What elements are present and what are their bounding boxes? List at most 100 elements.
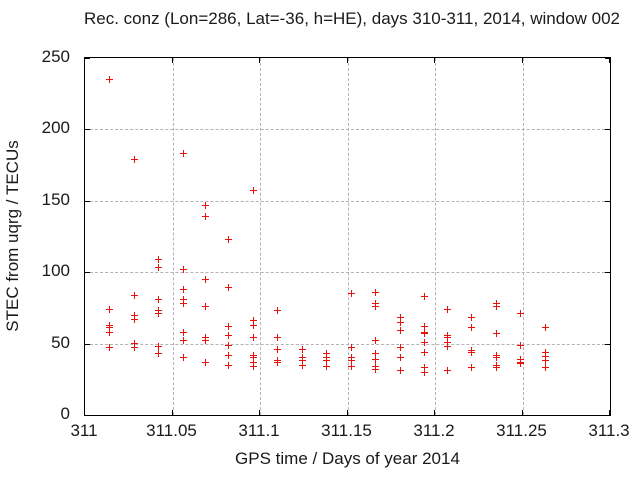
data-point-marker bbox=[396, 354, 404, 362]
data-point-marker bbox=[225, 284, 232, 292]
data-point-marker bbox=[130, 340, 138, 348]
data-point-marker bbox=[249, 187, 257, 195]
data-point-marker bbox=[155, 255, 162, 263]
x-axis-tick bbox=[434, 58, 435, 63]
data-point-marker bbox=[372, 365, 379, 373]
data-point-marker bbox=[202, 302, 210, 310]
data-point-marker bbox=[443, 338, 451, 346]
x-tick-label: 311.2 bbox=[413, 421, 455, 440]
data-point-marker bbox=[443, 334, 451, 342]
x-axis-tick bbox=[521, 58, 523, 63]
data-point-marker bbox=[179, 295, 187, 303]
x-axis-tick bbox=[346, 58, 348, 63]
data-point-marker bbox=[106, 344, 113, 352]
data-point-marker bbox=[249, 334, 257, 342]
data-point-marker bbox=[155, 295, 162, 303]
y-tick-label: 0 bbox=[60, 404, 70, 423]
data-point-marker bbox=[106, 328, 113, 336]
data-point-marker bbox=[443, 367, 451, 375]
data-point-marker bbox=[130, 155, 138, 163]
data-point-marker bbox=[249, 358, 257, 366]
data-point-marker bbox=[347, 344, 355, 352]
data-point-marker bbox=[130, 291, 138, 299]
data-point-marker bbox=[396, 344, 404, 352]
data-point-marker bbox=[249, 354, 257, 362]
data-point-marker bbox=[396, 318, 404, 326]
x-axis-tick bbox=[609, 58, 610, 63]
x-axis-label: GPS time / Days of year 2014 bbox=[235, 449, 460, 468]
data-point-marker bbox=[421, 348, 428, 356]
data-point-marker bbox=[443, 305, 451, 313]
data-point-marker bbox=[225, 331, 232, 339]
v-gridline bbox=[435, 58, 436, 415]
data-point-marker bbox=[106, 305, 113, 313]
data-point-marker bbox=[541, 352, 549, 360]
h-gridline bbox=[85, 272, 610, 274]
x-tick-label: 311.05 bbox=[146, 421, 197, 440]
v-gridline bbox=[172, 58, 174, 415]
v-gridline bbox=[522, 58, 524, 415]
data-point-marker bbox=[492, 354, 500, 362]
data-point-marker bbox=[225, 322, 232, 330]
x-axis-tick bbox=[259, 410, 260, 415]
data-point-marker bbox=[225, 351, 232, 359]
data-point-marker bbox=[298, 345, 306, 353]
data-point-marker bbox=[249, 362, 257, 370]
x-axis-tick bbox=[171, 58, 173, 63]
y-tick-label: 50 bbox=[51, 332, 70, 352]
data-point-marker bbox=[179, 328, 187, 336]
data-point-marker bbox=[202, 337, 210, 345]
data-point-marker bbox=[274, 345, 281, 353]
data-point-marker bbox=[225, 361, 232, 369]
data-point-marker bbox=[225, 235, 232, 243]
data-point-marker bbox=[421, 292, 428, 300]
data-point-marker bbox=[155, 310, 162, 318]
data-point-marker bbox=[396, 367, 404, 375]
data-point-marker bbox=[541, 348, 549, 356]
data-point-marker bbox=[130, 344, 138, 352]
x-axis-tick bbox=[346, 410, 348, 415]
y-axis-tick bbox=[605, 200, 610, 202]
data-point-marker bbox=[298, 357, 306, 365]
data-point-marker bbox=[468, 324, 476, 332]
y-tick-label: 200 bbox=[41, 118, 70, 138]
x-axis-tick bbox=[434, 410, 435, 415]
y-axis-tick bbox=[85, 272, 90, 274]
y-axis-tick bbox=[605, 58, 610, 59]
data-point-marker bbox=[492, 302, 500, 310]
data-point-marker bbox=[541, 357, 549, 365]
data-point-marker bbox=[372, 288, 379, 296]
data-point-marker bbox=[421, 368, 428, 376]
h-gridline bbox=[85, 200, 610, 202]
y-axis-label: STEC from uqrg / TECUs bbox=[3, 140, 22, 332]
data-point-marker bbox=[468, 348, 476, 356]
h-gridline bbox=[85, 129, 610, 131]
data-point-marker bbox=[421, 338, 428, 346]
x-tick-label: 311 bbox=[70, 421, 98, 440]
data-point-marker bbox=[225, 341, 232, 349]
data-point-marker bbox=[517, 341, 525, 349]
x-tick-label: 311.25 bbox=[496, 421, 547, 440]
data-point-marker bbox=[106, 75, 113, 83]
x-axis-tick bbox=[521, 410, 523, 415]
chart-title: Rec. conz (Lon=286, Lat=-36, h=HE), days… bbox=[84, 9, 621, 28]
data-point-marker bbox=[468, 364, 476, 372]
data-point-marker bbox=[249, 321, 257, 329]
data-point-marker bbox=[347, 362, 355, 370]
data-point-marker bbox=[130, 311, 138, 319]
y-axis-tick bbox=[85, 200, 90, 202]
data-point-marker bbox=[517, 360, 525, 368]
y-tick-label: 150 bbox=[41, 189, 70, 209]
y-axis-tick bbox=[605, 415, 610, 416]
data-point-marker bbox=[155, 264, 162, 272]
y-axis-tick bbox=[85, 58, 90, 59]
y-axis-tick bbox=[605, 272, 610, 274]
x-tick-label: 311.3 bbox=[588, 421, 630, 440]
y-axis-tick bbox=[85, 415, 90, 416]
x-axis-tick bbox=[84, 58, 85, 63]
y-axis-tick bbox=[605, 129, 610, 131]
h-gridline bbox=[85, 343, 610, 345]
x-tick-label: 311.1 bbox=[238, 421, 280, 440]
data-point-marker bbox=[106, 324, 113, 332]
